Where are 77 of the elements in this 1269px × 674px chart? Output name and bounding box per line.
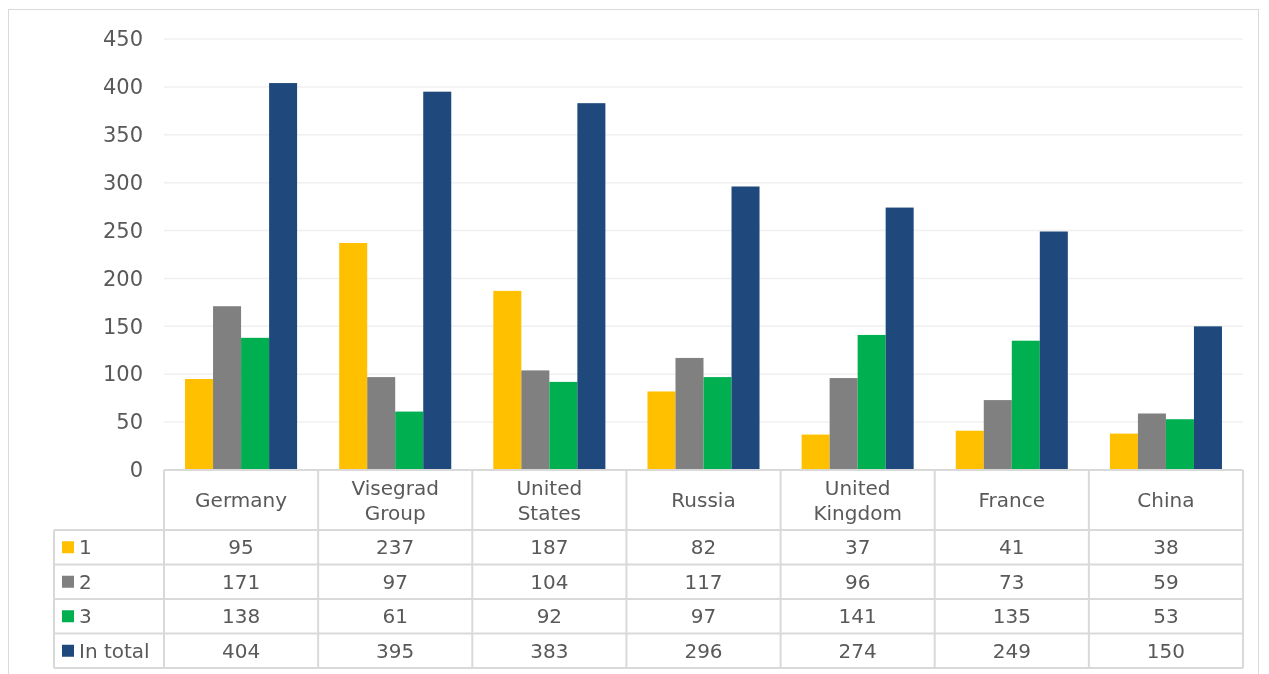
legend-label: 1 (79, 535, 92, 560)
data-label: 141 (838, 604, 877, 629)
y-tick-label: 450 (102, 27, 143, 52)
y-tick-label: 200 (102, 266, 143, 291)
data-label: 135 (992, 604, 1031, 629)
y-tick-label: 150 (102, 314, 143, 339)
data-label: 150 (1146, 638, 1186, 663)
bar (647, 391, 676, 470)
bar (1193, 326, 1222, 470)
bar (395, 411, 424, 470)
y-tick-label: 400 (102, 75, 143, 100)
bar (1109, 433, 1138, 470)
data-label: 104 (530, 569, 569, 594)
data-label: 117 (684, 569, 723, 594)
data-label: 37 (844, 535, 871, 560)
bar (185, 379, 214, 470)
bar (549, 381, 578, 470)
bar (801, 434, 830, 470)
bar (983, 400, 1012, 470)
y-tick-label: 250 (102, 218, 143, 243)
legend-label: 3 (79, 604, 92, 629)
bar (241, 337, 270, 470)
bar (269, 83, 298, 470)
bar (955, 430, 984, 470)
data-label: 237 (376, 535, 415, 560)
data-label: 41 (999, 535, 1025, 560)
bar (213, 306, 242, 470)
bar (829, 378, 858, 470)
x-tick-label: China (1137, 488, 1195, 512)
bar (577, 103, 606, 470)
bar (1011, 340, 1040, 470)
x-tick-label: Germany (195, 488, 288, 512)
data-label: 187 (530, 535, 569, 560)
bar (1165, 419, 1194, 470)
y-tick-label: 50 (116, 410, 143, 435)
x-tick-label: United States (516, 475, 583, 525)
data-label: 92 (536, 604, 563, 629)
y-tick-label: 350 (102, 123, 143, 147)
bar (1137, 413, 1166, 470)
data-label: 82 (690, 535, 717, 560)
x-tick-label: Russia (671, 488, 736, 512)
data-label: 97 (382, 569, 408, 594)
data-label: 404 (221, 638, 261, 663)
data-label: 274 (838, 638, 877, 663)
bar (367, 377, 396, 470)
data-label: 249 (992, 638, 1031, 663)
data-label: 383 (530, 638, 569, 663)
y-tick-label: 300 (102, 170, 143, 195)
legend-label: 2 (79, 569, 92, 594)
bar (493, 290, 522, 470)
data-label: 97 (690, 604, 717, 629)
data-label: 38 (1153, 535, 1179, 560)
data-label: 61 (382, 604, 408, 629)
x-tick-label: United Kingdom (813, 475, 902, 525)
y-tick-label: 100 (102, 362, 143, 387)
bar (521, 370, 550, 470)
data-label: 138 (221, 604, 261, 629)
data-label: 59 (1153, 569, 1179, 594)
bar (703, 377, 732, 470)
bar (675, 357, 704, 470)
data-label: 96 (844, 569, 871, 594)
legend-label: In total (79, 638, 150, 663)
data-label: 53 (1153, 604, 1179, 629)
x-tick-label: Visegrad Group (351, 475, 439, 525)
data-label: 73 (999, 569, 1025, 594)
data-label: 171 (221, 569, 261, 594)
data-label: 296 (684, 638, 723, 663)
bar (731, 186, 760, 470)
y-tick-label: 0 (129, 458, 143, 483)
x-tick-label: France (978, 488, 1046, 512)
bar (339, 243, 368, 470)
bar (885, 207, 914, 470)
bar (857, 334, 886, 470)
data-label: 95 (228, 535, 254, 560)
bar (1039, 231, 1068, 470)
data-label: 395 (376, 638, 415, 663)
bar (423, 91, 452, 470)
